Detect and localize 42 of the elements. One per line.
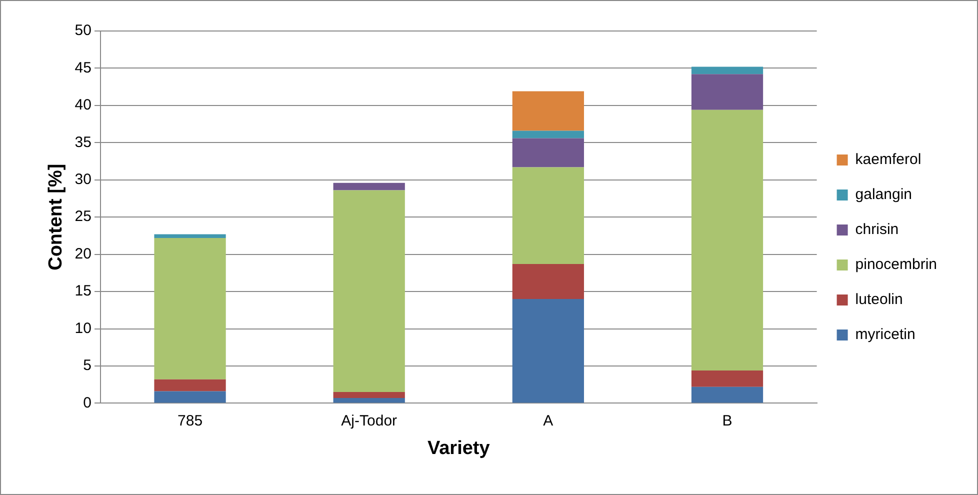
y-tick-label: 10 [74,320,92,337]
x-tick-label: Aj-Todor [341,412,398,430]
x-axis-title: Variety [427,438,490,459]
legend-label: kaemferol [855,151,922,168]
bar [154,391,226,403]
x-tick-label: B [722,412,732,430]
legend-label: myricetin [855,326,916,344]
legend-label: pinocembrin [855,256,938,274]
bar [512,167,584,264]
y-tick-label: 50 [74,22,92,40]
bar [512,91,584,131]
x-tick-label: 785 [178,412,203,430]
bar [691,386,764,403]
y-tick-label: 15 [74,282,92,300]
bar [333,190,405,392]
y-axis-title: Content [%] [46,164,67,270]
y-tick-label: 40 [74,96,92,114]
y-tick-label: 35 [74,134,92,151]
legend-label: chrisin [855,221,899,238]
legend-label: luteolin [855,291,903,308]
bar [154,234,226,238]
bar [691,110,764,370]
y-tick-label: 30 [74,171,92,188]
bar [512,264,584,299]
y-tick-label: 45 [74,59,92,76]
bar [691,74,764,110]
bar [512,138,584,168]
bar [333,392,405,398]
y-tick-label: 25 [74,208,92,226]
bar [333,182,405,190]
bar [333,398,405,403]
bar [691,66,764,74]
bar [154,238,226,380]
bar [691,370,764,387]
y-tick-label: 5 [83,357,92,374]
bar [154,379,226,392]
bar [512,298,584,403]
bar [512,130,584,138]
x-tick-label: A [543,412,554,430]
y-tick-label: 20 [74,245,92,262]
legend-label: galangin [855,186,912,204]
y-tick-label: 0 [83,394,92,412]
